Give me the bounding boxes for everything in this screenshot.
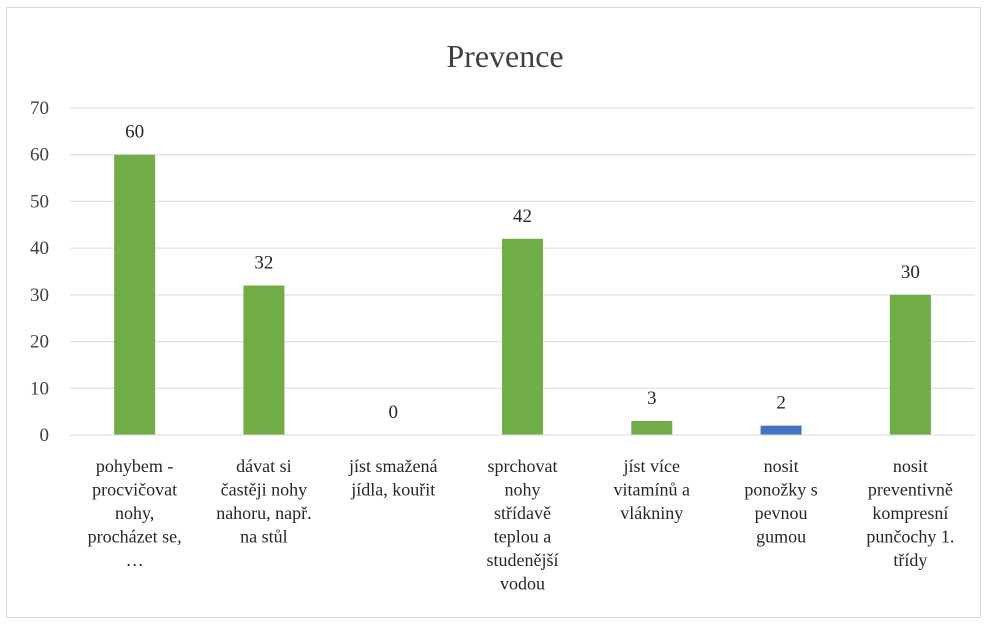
category-label: jíst více vitamínů a vlákniny bbox=[614, 456, 690, 523]
y-axis-ticks: 0 10 20 30 40 50 60 70 bbox=[30, 98, 49, 446]
category-label-line: střídavě bbox=[494, 503, 551, 523]
bar bbox=[760, 425, 802, 435]
category-label: dávat si častěji nohy nahoru, např. na stůl bbox=[216, 456, 311, 547]
category-label-line: na stůl bbox=[240, 527, 288, 547]
category-label-line: nahoru, např. bbox=[216, 503, 311, 523]
category-label-line: punčochy 1. bbox=[866, 527, 954, 547]
bar bbox=[502, 238, 543, 435]
gridlines bbox=[70, 107, 975, 389]
y-tick-label: 0 bbox=[40, 425, 50, 446]
category-label-line: procvičovat bbox=[92, 480, 177, 500]
category-label-line: ponožky s bbox=[744, 480, 818, 500]
category-label-line: procházet se, bbox=[88, 527, 182, 547]
category-label-line: pohybem - bbox=[96, 456, 173, 476]
y-tick-label: 10 bbox=[30, 378, 49, 399]
chart-title: Prevence bbox=[446, 38, 563, 74]
category-label: nosit preventivně kompresní punčochy 1. tříd… bbox=[866, 456, 954, 570]
data-label: 42 bbox=[513, 206, 532, 227]
category-label-line: vodou bbox=[500, 574, 545, 594]
data-label: 2 bbox=[776, 393, 786, 414]
category-label-line: dávat si bbox=[236, 456, 292, 476]
category-label: sprchovat nohy střídavě teplou a studenější v… bbox=[487, 456, 559, 594]
category-label-line: preventivně bbox=[868, 480, 953, 500]
category-label-line: sprchovat bbox=[488, 456, 558, 476]
category-label-line: třídy bbox=[893, 550, 927, 570]
category-label-line: vitamínů a bbox=[614, 480, 690, 500]
category-label: nosit ponožky s pevnou gumou bbox=[744, 456, 818, 547]
category-label-line: nohy bbox=[505, 480, 541, 500]
category-label-line: studenější bbox=[487, 550, 559, 570]
data-label: 0 bbox=[388, 402, 398, 423]
data-label: 3 bbox=[647, 388, 657, 409]
y-tick-label: 40 bbox=[30, 238, 49, 259]
category-label-line: nohy, bbox=[115, 503, 154, 523]
y-tick-label: 70 bbox=[30, 98, 49, 119]
category-label-line: jíst více bbox=[623, 456, 681, 476]
category-label-line: nosit bbox=[764, 456, 799, 476]
category-label-line: gumou bbox=[756, 527, 806, 547]
category-label-line: teplou a bbox=[494, 527, 551, 547]
y-tick-label: 60 bbox=[30, 145, 49, 166]
category-labels: pohybem - procvičovat nohy, procházet se, … d… bbox=[88, 456, 955, 594]
bar bbox=[243, 285, 285, 435]
chart-frame bbox=[6, 7, 981, 618]
category-label-line: kompresní bbox=[872, 503, 948, 523]
y-tick-label: 30 bbox=[30, 285, 49, 306]
data-label: 30 bbox=[901, 262, 920, 283]
bars bbox=[114, 154, 931, 435]
category-label-line: jídla, kouřit bbox=[350, 480, 435, 500]
data-label: 60 bbox=[125, 122, 144, 143]
data-label: 32 bbox=[254, 253, 273, 274]
category-label-line: nosit bbox=[893, 456, 928, 476]
bar bbox=[114, 154, 156, 435]
category-label: pohybem - procvičovat nohy, procházet se, … bbox=[88, 456, 182, 570]
category-label-line: … bbox=[126, 550, 144, 570]
bar bbox=[631, 420, 673, 435]
category-label-line: vlákniny bbox=[620, 503, 683, 523]
y-tick-label: 20 bbox=[30, 332, 49, 353]
y-tick-label: 50 bbox=[30, 191, 49, 212]
category-label-line: častěji nohy bbox=[221, 480, 307, 500]
category-label-line: pevnou bbox=[755, 503, 808, 523]
category-label-line: jíst smažená bbox=[348, 456, 437, 476]
bar bbox=[889, 294, 931, 435]
category-label: jíst smažená jídla, kouřit bbox=[348, 456, 437, 500]
